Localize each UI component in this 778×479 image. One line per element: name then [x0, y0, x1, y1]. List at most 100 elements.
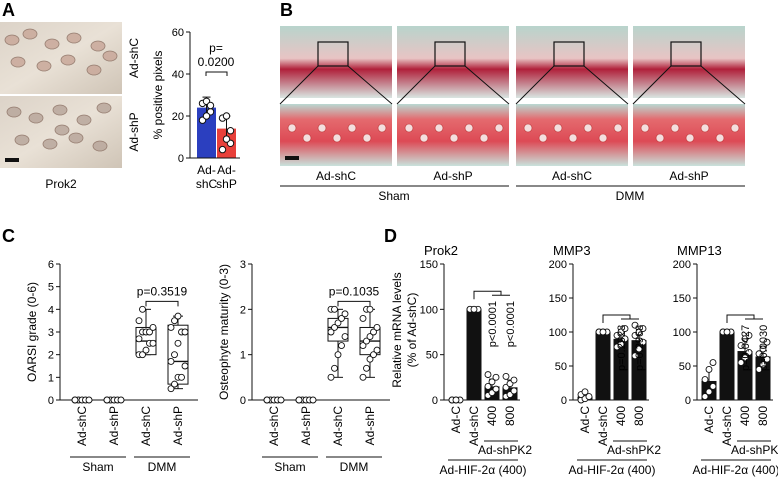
chondrocyte [464, 123, 474, 133]
data-point [510, 387, 518, 395]
zoom-line [396, 65, 436, 105]
cell-nucleus [92, 140, 108, 152]
y-tick-label: 0 [685, 395, 691, 407]
y-tick-label: 100 [549, 327, 567, 339]
panel-a-image-caption: Prok2 [45, 177, 77, 191]
x-tick-label: Ad-shC [467, 406, 481, 446]
data-point [621, 335, 629, 343]
x-tick-label: Ad-shP [363, 406, 377, 445]
y-tick-label: 6 [48, 259, 54, 271]
data-point [206, 101, 215, 110]
cell-nucleus [102, 50, 118, 62]
y-tick-label: 50 [426, 350, 438, 362]
group-label: Ad-HIF-2α (400) [569, 463, 656, 477]
x-tick-label: Ad-C [449, 406, 463, 434]
data-point [363, 364, 370, 372]
data-point [171, 380, 178, 388]
data-point [359, 373, 367, 381]
group-label: Ad-shPK2 [478, 443, 532, 457]
x-tick-label: Ad-shC [720, 406, 734, 446]
data-point [135, 335, 143, 343]
cell-nucleus [14, 134, 30, 146]
x-tick-label: Ad-C [702, 406, 716, 434]
y-tick-label: 200 [673, 259, 691, 271]
panel-c-label: C [2, 226, 15, 246]
p-value-label: p=0.3519 [137, 284, 188, 298]
data-point [741, 354, 749, 362]
p-value-label: p=0.0427 [740, 325, 752, 371]
data-point [341, 310, 349, 318]
data-point [488, 378, 496, 386]
data-point [737, 359, 745, 367]
x-tick-label: Ad-shC [75, 406, 89, 446]
data-point [705, 388, 713, 396]
cell-nucleus [54, 124, 70, 136]
data-point [373, 324, 381, 331]
scale-bar-b [285, 156, 299, 160]
chondrocyte [377, 123, 387, 133]
data-point [167, 385, 175, 393]
zoom-line [464, 65, 510, 105]
x-tick-label: 400 [614, 406, 628, 426]
data-point [327, 373, 335, 381]
x-tick-label: Ad-shC [139, 406, 153, 446]
cell-nucleus [86, 64, 102, 76]
data-point [139, 305, 146, 313]
data-point [218, 145, 227, 154]
zoom-line [347, 65, 393, 105]
y-tick-label: 200 [549, 259, 567, 271]
chondrocyte [685, 133, 695, 143]
data-point [631, 352, 639, 360]
data-point [338, 342, 345, 350]
data-point [327, 328, 335, 336]
data-point [763, 338, 771, 346]
significance-bracket [602, 314, 631, 323]
data-point [599, 328, 607, 336]
data-point [171, 317, 178, 325]
y-tick-label: 1 [48, 372, 54, 384]
zoom-line [700, 65, 746, 105]
group-label: Ad-shPK2 [731, 443, 778, 457]
chondrocyte [404, 123, 414, 133]
data-point [263, 396, 271, 404]
chondrocyte [287, 123, 297, 133]
cell-nucleus [68, 132, 84, 144]
group-label: Ad-HIF-2α (400) [440, 463, 527, 477]
data-point [373, 346, 381, 354]
chondrocyte [317, 123, 327, 133]
data-point [338, 314, 345, 322]
data-point [755, 350, 763, 358]
y-tick-label: 100 [673, 327, 691, 339]
data-point [755, 365, 763, 373]
x-tick-label: 400 [485, 406, 499, 426]
cell-nucleus [22, 28, 38, 40]
x-tick-label: Ad-shC [596, 406, 610, 446]
panel-a-cells [4, 28, 118, 152]
p-value-label: p=0.2923 [616, 325, 628, 371]
data-point [705, 365, 713, 373]
data-point [149, 324, 157, 331]
p-value-label: p= [209, 41, 223, 55]
group-label: DMM [148, 460, 177, 474]
chondrocyte [302, 133, 312, 143]
chart-title: MMP13 [677, 243, 722, 258]
chondrocyte [715, 133, 725, 143]
data-point [359, 314, 367, 322]
data-point [146, 328, 153, 336]
data-point [359, 342, 367, 350]
box [167, 324, 189, 385]
data-point [745, 348, 753, 356]
chondrocyte [523, 123, 533, 133]
p-value-label: p<0.0001 [505, 301, 517, 347]
x-tick-label: Ad- [217, 163, 236, 177]
group-label: Sham [82, 460, 113, 474]
bar [595, 332, 611, 400]
p-value-label: p=0.2968 [634, 325, 646, 371]
panel-b-label: B [280, 0, 293, 20]
y-tick-label: 150 [549, 293, 567, 305]
group-label: Ad-HIF-2α (400) [693, 463, 778, 477]
panel-a-row-label-shp: Ad-shP [127, 112, 141, 151]
panel-d-label: D [384, 226, 397, 246]
chondrocyte [700, 123, 710, 133]
data-point [334, 319, 342, 327]
